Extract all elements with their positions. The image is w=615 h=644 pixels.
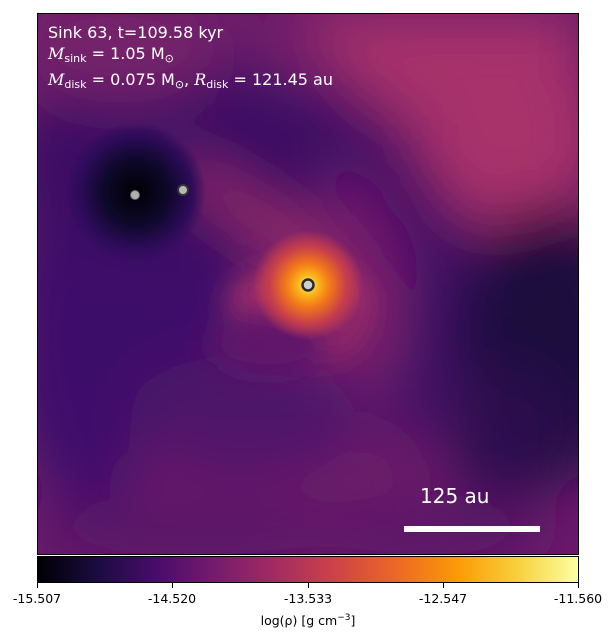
sink-marker-middle <box>177 184 189 196</box>
sink-mass-label: Msink = 1.05 M⊙ <box>48 44 174 65</box>
sink-time-label: Sink 63, t=109.58 kyr <box>48 23 224 42</box>
density-map: Sink 63, t=109.58 kyr Msink = 1.05 M⊙ Md… <box>37 13 579 555</box>
colorbar-label: log(ρ) [g cm−3] <box>260 613 356 629</box>
colorbar-tick-label: -15.507 <box>12 591 62 606</box>
colorbar-tick-label: -12.547 <box>418 591 468 606</box>
colorbar-tick <box>172 583 173 588</box>
sink-annotation: Sink 63, t=109.58 kyr Msink = 1.05 M⊙ Md… <box>48 22 333 95</box>
sink-marker-left <box>130 190 140 200</box>
colorbar <box>37 556 579 583</box>
colorbar-tick-label: -13.533 <box>283 591 333 606</box>
colorbar-tick <box>37 583 38 588</box>
disk-properties-label: Mdisk = 0.075 M⊙, Rdisk = 121.45 au <box>48 70 333 91</box>
colorbar-tick <box>578 583 579 588</box>
colorbar-tick-label: -11.560 <box>553 591 603 606</box>
colorbar-tick <box>308 583 309 588</box>
sink-marker-central <box>301 278 315 292</box>
colorbar-tick-label: -14.520 <box>147 591 197 606</box>
density-image <box>38 14 578 554</box>
scalebar-label: 125 au <box>420 484 490 508</box>
colorbar-tick <box>443 583 444 588</box>
scalebar <box>404 526 540 532</box>
